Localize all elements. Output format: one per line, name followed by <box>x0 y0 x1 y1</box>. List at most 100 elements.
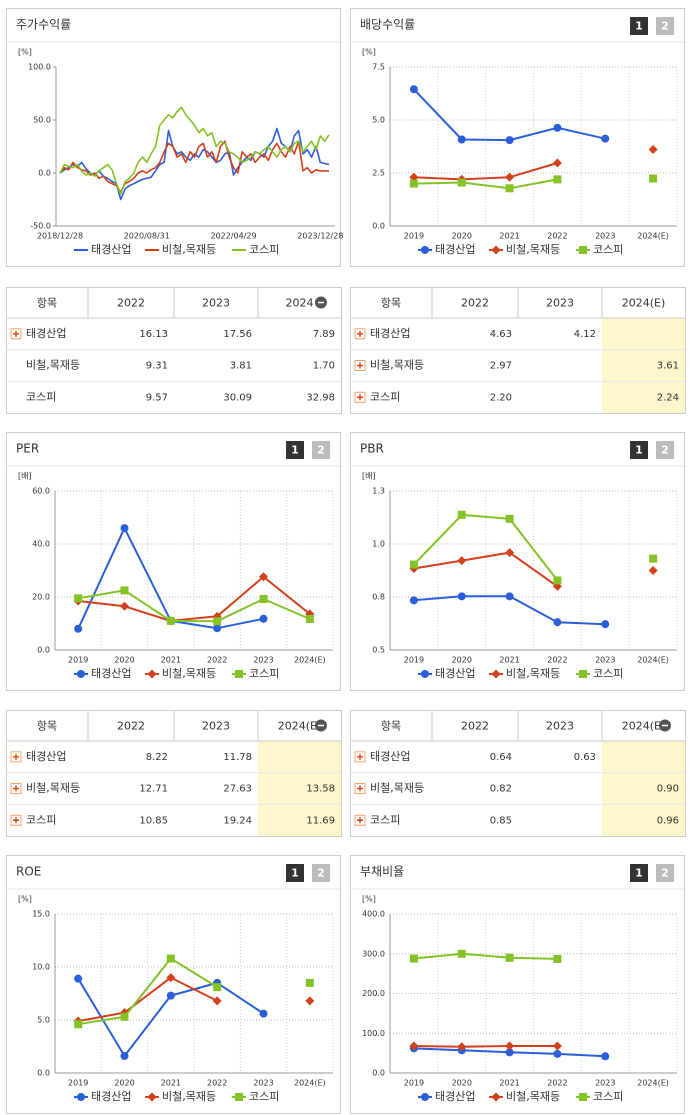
series-line <box>78 575 311 622</box>
expand-icon-plus[interactable] <box>357 817 363 824</box>
cell-value: 2.24 <box>657 392 679 403</box>
tab-label[interactable]: 1 <box>635 20 643 33</box>
marker <box>166 973 176 983</box>
marker <box>553 123 562 132</box>
marker <box>649 554 658 563</box>
tab-label[interactable]: 2 <box>661 867 669 880</box>
tab-label[interactable]: 2 <box>317 867 325 880</box>
panel <box>350 855 685 1114</box>
marker <box>457 1042 467 1052</box>
y-tick-label: 100.0 <box>28 63 51 72</box>
marker <box>409 560 418 569</box>
marker <box>649 174 658 183</box>
tab-button[interactable] <box>656 864 674 882</box>
legend-label: 비철,목재등 <box>162 1090 216 1103</box>
marker <box>259 572 268 582</box>
row-label: 비철,목재등 <box>26 359 80 372</box>
column-header: 2023 <box>202 720 230 733</box>
expand-icon-plus[interactable] <box>357 362 363 369</box>
marker <box>553 1049 562 1058</box>
cell-value: 0.82 <box>490 784 512 795</box>
tab-label[interactable]: 1 <box>291 444 299 457</box>
tab-button[interactable] <box>286 441 304 459</box>
tab-label[interactable]: 2 <box>661 20 669 33</box>
expand-icon-plus[interactable] <box>357 394 363 401</box>
marker <box>505 1041 515 1051</box>
marker <box>77 1093 85 1101</box>
y-tick-label: 40.0 <box>32 540 50 549</box>
legend-label: 코스피 <box>249 1090 279 1103</box>
y-tick-label: 0.0 <box>37 1069 50 1078</box>
marker <box>77 670 85 678</box>
tab-button[interactable] <box>656 441 674 459</box>
tab-button[interactable] <box>630 17 648 35</box>
highlight-column <box>258 741 341 836</box>
marker <box>259 1009 268 1018</box>
x-tick-label: 2022 <box>547 656 567 665</box>
legend-label: 비철,목재등 <box>506 667 560 680</box>
tab-label[interactable]: 2 <box>661 444 669 457</box>
y-tick-label: 5.0 <box>37 1016 50 1025</box>
x-tick-label: 2020 <box>452 656 472 665</box>
x-tick-label: 2023 <box>253 656 273 665</box>
tab-button[interactable] <box>630 864 648 882</box>
column-header: 항목 <box>37 720 57 733</box>
y-tick-label: 200.0 <box>362 989 385 998</box>
column-header: 2023 <box>546 297 574 310</box>
y-tick-label: 300.0 <box>362 949 385 958</box>
x-tick-label: 2024(E) <box>637 656 669 665</box>
y-tick-label: 20.0 <box>32 593 50 602</box>
marker <box>213 617 222 626</box>
expand-icon-plus[interactable] <box>13 753 19 760</box>
expand-icon-plus[interactable] <box>357 330 363 337</box>
legend-label: 비철,목재등 <box>162 243 216 256</box>
cell-value: 2.97 <box>490 361 512 372</box>
unit-label: [%] <box>18 895 32 904</box>
expand-icon-plus[interactable] <box>357 785 363 792</box>
cell-value: 4.12 <box>574 329 596 340</box>
tab-label[interactable]: 1 <box>635 444 643 457</box>
expand-icon-plus[interactable] <box>13 330 19 337</box>
highlight-column <box>602 741 685 836</box>
marker <box>235 670 243 678</box>
cell-value: 0.63 <box>574 752 596 763</box>
marker <box>409 179 418 188</box>
row-label: 태경산업 <box>26 750 66 763</box>
tab-label[interactable]: 1 <box>635 867 643 880</box>
y-tick-label: 2.5 <box>372 169 385 178</box>
expand-icon-plus[interactable] <box>357 753 363 760</box>
marker <box>421 1093 429 1101</box>
x-tick-label: 2022 <box>207 1079 227 1088</box>
column-header: 2022 <box>117 720 145 733</box>
tab-label[interactable]: 2 <box>317 444 325 457</box>
tab-button[interactable] <box>312 864 330 882</box>
marker <box>147 669 157 679</box>
x-tick-label: 2024(E) <box>294 1079 326 1088</box>
row-label: 비철,목재등 <box>26 782 80 795</box>
marker <box>505 514 514 523</box>
cell-value: 27.63 <box>223 784 252 795</box>
panel <box>350 432 685 691</box>
marker <box>505 172 515 182</box>
marker <box>235 1093 243 1101</box>
y-tick-label: 50.0 <box>33 116 51 125</box>
marker <box>409 954 418 963</box>
expand-icon-plus[interactable] <box>13 817 19 824</box>
expand-icon-plus[interactable] <box>13 785 19 792</box>
tab-label[interactable]: 1 <box>291 867 299 880</box>
tab-button[interactable] <box>286 864 304 882</box>
column-header: 2024(E) <box>622 720 666 733</box>
column-header: 항목 <box>37 297 57 310</box>
x-tick-label: 2021 <box>161 1079 181 1088</box>
column-header: 2024(E) <box>622 297 666 310</box>
tab-button[interactable] <box>312 441 330 459</box>
panel <box>6 855 341 1114</box>
cell-value: 0.85 <box>490 815 512 826</box>
tab-button[interactable] <box>656 17 674 35</box>
cell-value: 19.24 <box>223 815 252 826</box>
marker <box>120 1052 129 1061</box>
marker <box>491 669 501 679</box>
series-line <box>59 140 329 193</box>
tab-button[interactable] <box>630 441 648 459</box>
